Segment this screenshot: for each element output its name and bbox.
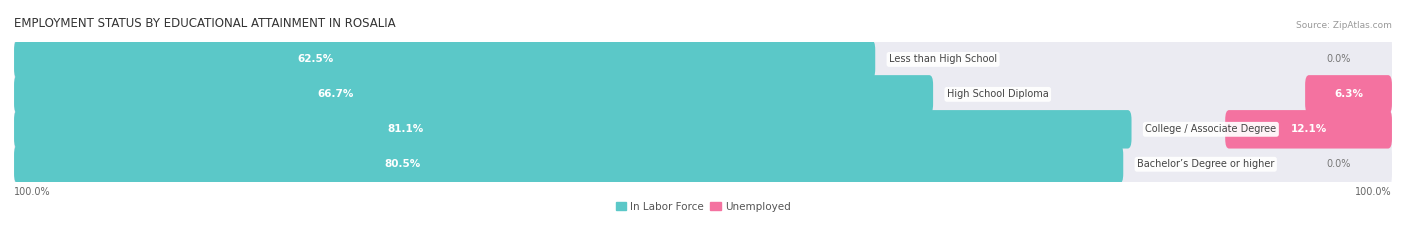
Bar — [14, 77, 1392, 112]
Bar — [14, 42, 1392, 77]
Text: 66.7%: 66.7% — [318, 89, 354, 99]
Text: 6.3%: 6.3% — [1334, 89, 1362, 99]
Text: 0.0%: 0.0% — [1326, 55, 1351, 64]
Text: Bachelor’s Degree or higher: Bachelor’s Degree or higher — [1137, 159, 1274, 169]
Bar — [14, 147, 1392, 182]
FancyBboxPatch shape — [1305, 75, 1392, 113]
Bar — [14, 112, 1392, 147]
FancyBboxPatch shape — [14, 145, 1392, 184]
Text: 12.1%: 12.1% — [1291, 124, 1327, 134]
Text: College / Associate Degree: College / Associate Degree — [1146, 124, 1277, 134]
FancyBboxPatch shape — [14, 110, 1392, 149]
Text: High School Diploma: High School Diploma — [946, 89, 1049, 99]
Text: 80.5%: 80.5% — [384, 159, 420, 169]
FancyBboxPatch shape — [14, 40, 1392, 79]
Text: 62.5%: 62.5% — [297, 55, 333, 64]
Text: 0.0%: 0.0% — [1326, 159, 1351, 169]
FancyBboxPatch shape — [14, 75, 1392, 113]
FancyBboxPatch shape — [14, 145, 1123, 184]
Text: 100.0%: 100.0% — [14, 187, 51, 197]
Text: 100.0%: 100.0% — [1355, 187, 1392, 197]
Legend: In Labor Force, Unemployed: In Labor Force, Unemployed — [612, 197, 794, 216]
Text: Source: ZipAtlas.com: Source: ZipAtlas.com — [1296, 21, 1392, 30]
FancyBboxPatch shape — [14, 40, 876, 79]
Text: EMPLOYMENT STATUS BY EDUCATIONAL ATTAINMENT IN ROSALIA: EMPLOYMENT STATUS BY EDUCATIONAL ATTAINM… — [14, 17, 395, 30]
Text: Less than High School: Less than High School — [889, 55, 997, 64]
FancyBboxPatch shape — [1225, 110, 1392, 149]
FancyBboxPatch shape — [14, 110, 1132, 149]
Text: 81.1%: 81.1% — [387, 124, 423, 134]
FancyBboxPatch shape — [14, 75, 934, 113]
